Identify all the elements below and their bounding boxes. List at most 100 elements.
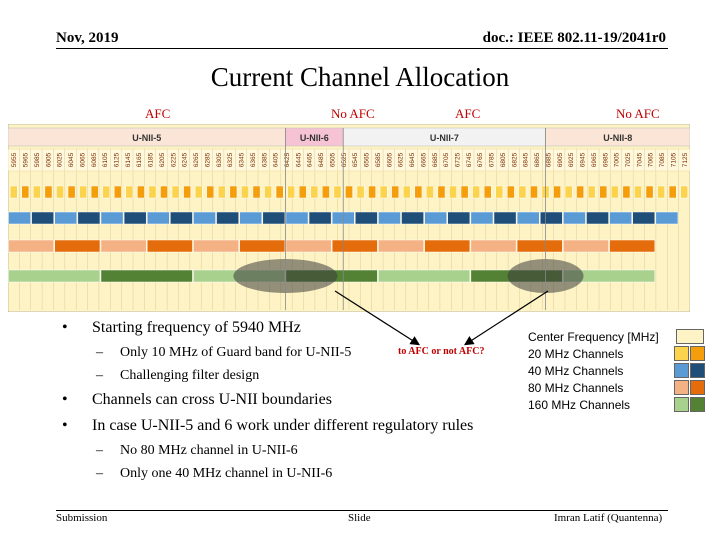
channel-40mhz <box>31 211 54 225</box>
channel-40mhz <box>54 211 78 225</box>
freq-tick-label: 6985 <box>602 152 609 167</box>
freq-tick-label: 6345 <box>239 152 246 167</box>
sub-bullet-marker: – <box>96 443 103 458</box>
channel-40mhz <box>563 211 586 225</box>
channel-20mhz <box>368 185 376 199</box>
afc-label-unii8: No AFC <box>616 106 660 121</box>
freq-tick-label: 6665 <box>420 152 427 167</box>
freq-tick-label: 6645 <box>409 152 416 167</box>
channel-20mhz <box>680 185 689 199</box>
channel-20mhz <box>241 185 249 199</box>
channel-160mhz <box>100 269 193 283</box>
footer-slide: Slide <box>348 512 371 524</box>
freq-tick-label: 6085 <box>91 152 98 167</box>
channel-80mhz <box>54 239 101 253</box>
legend-swatch <box>674 363 689 378</box>
channel-40mhz <box>239 211 263 225</box>
band-label: U-NII-7 <box>430 133 459 143</box>
channel-40mhz <box>262 211 286 225</box>
channel-80mhz <box>378 239 424 253</box>
channel-20mhz <box>634 185 642 199</box>
channel-20mhz <box>171 185 180 199</box>
channel-20mhz <box>148 185 157 199</box>
channel-20mhz <box>506 185 515 199</box>
channel-20mhz <box>379 185 388 199</box>
legend-item-40mhz: 40 MHz Channels <box>528 364 624 378</box>
bullet-marker: • <box>62 319 68 336</box>
channel-20mhz <box>125 185 134 199</box>
channel-80mhz <box>563 239 609 253</box>
channel-40mhz <box>8 211 31 225</box>
freq-tick-label: 6105 <box>102 152 109 167</box>
freq-tick-label: 6525 <box>341 152 348 167</box>
channel-20mhz <box>449 185 457 199</box>
channel-80mhz <box>609 239 656 253</box>
header-doc-id: doc.: IEEE 802.11-19/2041r0 <box>482 30 666 46</box>
slide-title: Current Channel Allocation <box>210 62 510 92</box>
channel-80mhz <box>285 239 332 253</box>
channel-20mhz <box>183 185 192 199</box>
freq-tick-label: 6005 <box>45 152 52 167</box>
channel-40mhz <box>285 211 309 225</box>
freq-tick-label: 6445 <box>295 152 302 167</box>
channel-80mhz <box>146 239 193 253</box>
legend-swatch <box>676 329 704 344</box>
freq-tick-label: 6125 <box>113 152 120 167</box>
channel-20mhz <box>611 185 619 199</box>
freq-tick-label: 6145 <box>125 152 132 167</box>
freq-tick-label: 6505 <box>329 152 336 167</box>
channel-20mhz <box>495 185 504 199</box>
channel-80mhz <box>516 239 563 253</box>
freq-tick-label: 6465 <box>307 152 314 167</box>
channel-160mhz <box>8 269 101 283</box>
channel-40mhz <box>470 211 494 225</box>
channel-20mhz <box>90 185 99 199</box>
channel-20mhz <box>113 185 122 199</box>
channel-40mhz <box>378 211 401 225</box>
legend-swatch <box>690 380 705 395</box>
channel-20mhz <box>402 185 411 199</box>
afc-question-callout: to AFC or not AFC? <box>398 346 485 357</box>
channel-40mhz <box>146 211 170 225</box>
freq-tick-label: 6325 <box>227 152 234 167</box>
channel-20mhz <box>275 185 284 199</box>
bullet-text: Channels can cross U-NII boundaries <box>92 391 332 408</box>
channel-20mhz <box>622 185 631 199</box>
header-date: Nov, 2019 <box>56 30 119 46</box>
freq-tick-label: 6865 <box>534 152 541 167</box>
freq-tick-label: 6905 <box>557 152 564 167</box>
channel-20mhz <box>657 185 665 199</box>
channel-40mhz <box>170 211 193 225</box>
channel-40mhz <box>193 211 216 225</box>
legend-item-160mhz: 160 MHz Channels <box>528 398 631 412</box>
afc-label-unii6: No AFC <box>331 106 375 121</box>
freq-tick-label: 6385 <box>261 152 268 167</box>
freq-tick-label: 6565 <box>364 152 371 167</box>
freq-tick-label: 6965 <box>591 152 598 167</box>
freq-tick-label: 6205 <box>159 152 166 167</box>
channel-40mhz <box>401 211 424 225</box>
channel-20mhz <box>79 185 87 199</box>
channel-20mhz <box>553 185 561 199</box>
channel-20mhz <box>160 185 168 199</box>
channel-20mhz <box>322 185 330 199</box>
channel-80mhz <box>470 239 517 253</box>
channel-20mhz <box>345 185 353 199</box>
sub-bullet-text: Only 10 MHz of Guard band for U-NII-5 <box>120 345 352 360</box>
bullet-text: In case U-NII-5 and 6 work under differe… <box>92 417 474 434</box>
freq-tick-label: 6285 <box>204 152 211 167</box>
freq-tick-label: 6725 <box>454 152 461 167</box>
bullet-marker: • <box>62 417 68 434</box>
legend-item-center-frequency: Center Frequency [MHz] <box>528 330 659 344</box>
freq-tick-label: 7005 <box>614 152 621 167</box>
channel-20mhz <box>518 185 527 199</box>
callout-arrow-right <box>463 290 549 346</box>
freq-tick-label: 7085 <box>659 152 666 167</box>
freq-tick-label: 6165 <box>136 152 143 167</box>
channel-40mhz <box>655 211 679 225</box>
freq-tick-label: 6585 <box>375 152 382 167</box>
channel-20mhz <box>137 185 145 199</box>
freq-tick-label: 6225 <box>170 152 177 167</box>
channel-40mhz <box>424 211 448 225</box>
freq-tick-label: 7025 <box>625 152 632 167</box>
